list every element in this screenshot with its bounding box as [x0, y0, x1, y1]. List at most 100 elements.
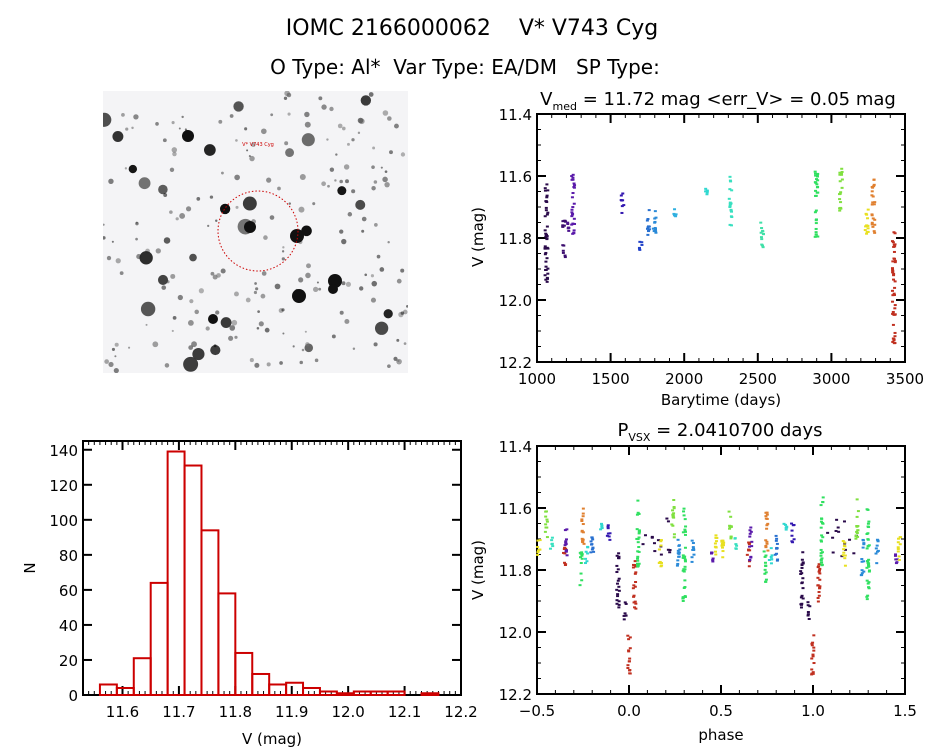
ph-point [668, 551, 672, 554]
star [316, 281, 319, 284]
ph-point [861, 538, 865, 541]
star [155, 248, 161, 254]
lc-point [621, 192, 625, 195]
lc-point [892, 257, 896, 260]
phased-light-curve-title: PVSX = 2.0410700 days [618, 420, 823, 444]
ph-point [668, 549, 672, 552]
lc-point [893, 280, 897, 283]
star [229, 114, 234, 118]
lc-point [893, 259, 897, 262]
star [344, 318, 350, 324]
lc-point [654, 231, 658, 234]
lc-xtick-label: 1000 [518, 370, 556, 388]
star [345, 281, 352, 287]
ph-point [584, 550, 588, 553]
histogram-ylabel: N [21, 562, 39, 573]
ph-point [580, 520, 584, 523]
lc-point [893, 335, 897, 338]
lc-point [866, 217, 870, 220]
star [261, 271, 267, 276]
star [177, 294, 183, 301]
ph-point [650, 536, 654, 539]
ph-point [874, 552, 878, 555]
ph-point [544, 515, 548, 518]
phased-light-curve-ylabel: V (mag) [469, 540, 487, 600]
lc-point [816, 179, 820, 182]
ph-point [584, 557, 588, 560]
histogram-bar [234, 651, 254, 696]
ph-point [636, 564, 640, 567]
star [387, 116, 392, 121]
ph-point [727, 510, 731, 513]
star [169, 210, 173, 214]
lc-point [640, 243, 644, 246]
ph-point [865, 598, 869, 601]
lc-point [728, 203, 732, 206]
star [171, 121, 175, 125]
star [351, 189, 356, 194]
hist-ytick-label: 0 [68, 687, 78, 705]
ph-point [641, 543, 645, 546]
star [359, 286, 364, 291]
star [298, 277, 304, 283]
star [327, 184, 330, 188]
ph-point [536, 539, 540, 542]
ph-point [801, 551, 805, 554]
star [253, 290, 258, 295]
star [216, 273, 221, 278]
ph-point [748, 545, 752, 548]
star [121, 113, 125, 117]
ph-point [747, 543, 751, 546]
lc-point [571, 192, 575, 195]
lc-point [730, 216, 734, 219]
lc-point [759, 231, 763, 234]
star [145, 323, 148, 326]
ph-point [627, 638, 631, 641]
ph-point [820, 534, 824, 537]
star [380, 166, 383, 169]
star [284, 91, 290, 97]
lc-point [866, 227, 870, 230]
histogram-bar [149, 581, 169, 696]
lc-point [562, 219, 566, 222]
ph-point [763, 555, 767, 558]
lc-point [544, 260, 548, 263]
ph-point [790, 534, 794, 537]
ph-point [782, 522, 786, 525]
lc-point [816, 191, 820, 194]
lc-point [570, 211, 574, 214]
lc-xtick-label: 3000 [812, 370, 850, 388]
star [379, 267, 385, 272]
ph-point [843, 548, 847, 551]
lc-point [544, 232, 548, 235]
lc-point [637, 247, 641, 250]
ph-point [812, 649, 816, 652]
lc-point [814, 227, 818, 230]
lc-point [546, 211, 550, 214]
ph-point [792, 538, 796, 541]
star [364, 273, 368, 277]
ph-point [855, 498, 859, 501]
ph-point [623, 612, 627, 615]
lc-point [893, 307, 897, 310]
ph-point [862, 542, 866, 545]
lc-point [570, 223, 574, 226]
ph-point [590, 536, 594, 539]
star [371, 280, 378, 287]
star [341, 281, 346, 286]
star [370, 274, 375, 278]
ph-point [769, 562, 773, 565]
lc-point [891, 294, 895, 297]
lc-point [813, 181, 817, 184]
ph-point [784, 523, 788, 526]
star [131, 126, 134, 130]
ph-point [550, 536, 554, 539]
lc-point [646, 218, 650, 221]
ph-point [581, 512, 585, 515]
star [274, 283, 281, 290]
ph-point [690, 560, 694, 563]
ph-point [784, 528, 788, 531]
ph-point [617, 577, 621, 580]
ph-point [785, 525, 789, 528]
ph-point [867, 586, 871, 589]
